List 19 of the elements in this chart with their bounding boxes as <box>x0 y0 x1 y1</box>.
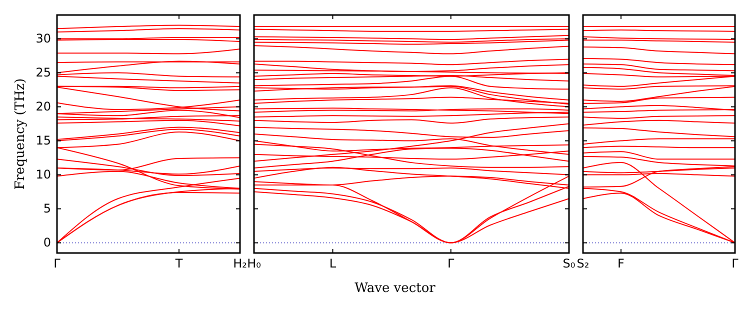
x-tick-label: H₀ <box>247 256 262 271</box>
x-tick-label: L <box>329 256 336 271</box>
x-axis-title: Wave vector <box>354 281 436 296</box>
x-tick-label: S₀ <box>562 256 576 271</box>
x-tick-label: Γ <box>54 256 61 271</box>
y-tick-label: 25 <box>36 66 51 80</box>
x-tick-label: H₂ <box>233 256 248 271</box>
x-tick-label: T <box>174 256 184 271</box>
x-tick-label: Γ <box>732 256 739 271</box>
y-tick-label: 10 <box>36 168 51 182</box>
y-tick-label: 30 <box>36 32 51 46</box>
x-tick-label: F <box>618 256 625 271</box>
y-tick-label: 20 <box>36 100 51 114</box>
y-tick-label: 0 <box>43 236 51 250</box>
x-tick-label: Γ <box>448 256 455 271</box>
y-tick-label: 15 <box>36 134 51 148</box>
y-tick-label: 5 <box>43 202 51 216</box>
x-tick-label: S₂ <box>576 256 590 271</box>
y-axis-title: Frequency (THz) <box>13 78 28 190</box>
